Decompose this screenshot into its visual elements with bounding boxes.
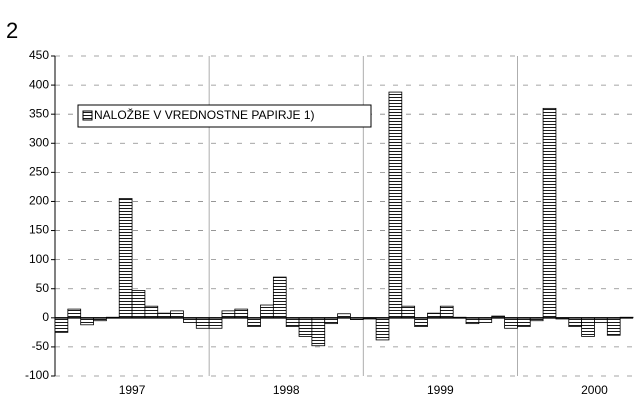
bar	[439, 305, 454, 319]
bar	[388, 91, 403, 319]
bar	[324, 317, 338, 325]
y-tick-label: -100	[25, 368, 49, 382]
y-tick-label: 150	[29, 223, 49, 237]
legend-box	[77, 104, 372, 128]
bar	[517, 317, 531, 327]
bar	[170, 310, 184, 319]
bar	[131, 290, 146, 319]
y-tick-label: 200	[29, 194, 49, 208]
y-tick-label: -50	[32, 339, 50, 353]
bar	[375, 317, 390, 341]
bar	[401, 305, 416, 319]
bar	[581, 317, 595, 337]
bar	[606, 317, 621, 336]
legend-label: NALOŽBE V VREDNOSTNE PAPIRJE 1)	[94, 107, 315, 122]
bar	[504, 317, 518, 329]
x-tick-label: 1999	[427, 383, 454, 397]
y-tick-label: 100	[29, 252, 49, 266]
bar	[67, 308, 82, 319]
x-tick-label: 1998	[273, 383, 300, 397]
y-tick-label: 450	[29, 48, 49, 62]
bar	[272, 276, 287, 319]
bar	[414, 317, 428, 327]
y-tick-label: 350	[29, 106, 49, 120]
y-tick-label: 300	[29, 135, 49, 149]
bar	[221, 310, 236, 319]
bar	[195, 317, 210, 329]
bar	[208, 317, 223, 329]
bar	[465, 317, 480, 325]
x-tick-label: 2000	[581, 383, 608, 397]
y-tick-label: 50	[36, 281, 50, 295]
bar	[247, 317, 261, 327]
bar	[311, 317, 326, 347]
x-tick-label: 1997	[119, 383, 146, 397]
bar	[144, 305, 159, 319]
bar	[260, 304, 274, 319]
bar	[80, 317, 94, 326]
bar	[54, 317, 69, 333]
legend-swatch	[82, 110, 93, 121]
bar	[234, 308, 249, 319]
chart-title: 2	[6, 18, 18, 43]
bar	[542, 107, 557, 319]
bar	[118, 198, 133, 319]
y-tick-label: 0	[42, 310, 49, 324]
y-tick-label: 250	[29, 165, 49, 179]
bar	[285, 317, 300, 327]
bar	[298, 317, 313, 337]
bar	[568, 317, 583, 327]
y-tick-label: 400	[29, 77, 49, 91]
